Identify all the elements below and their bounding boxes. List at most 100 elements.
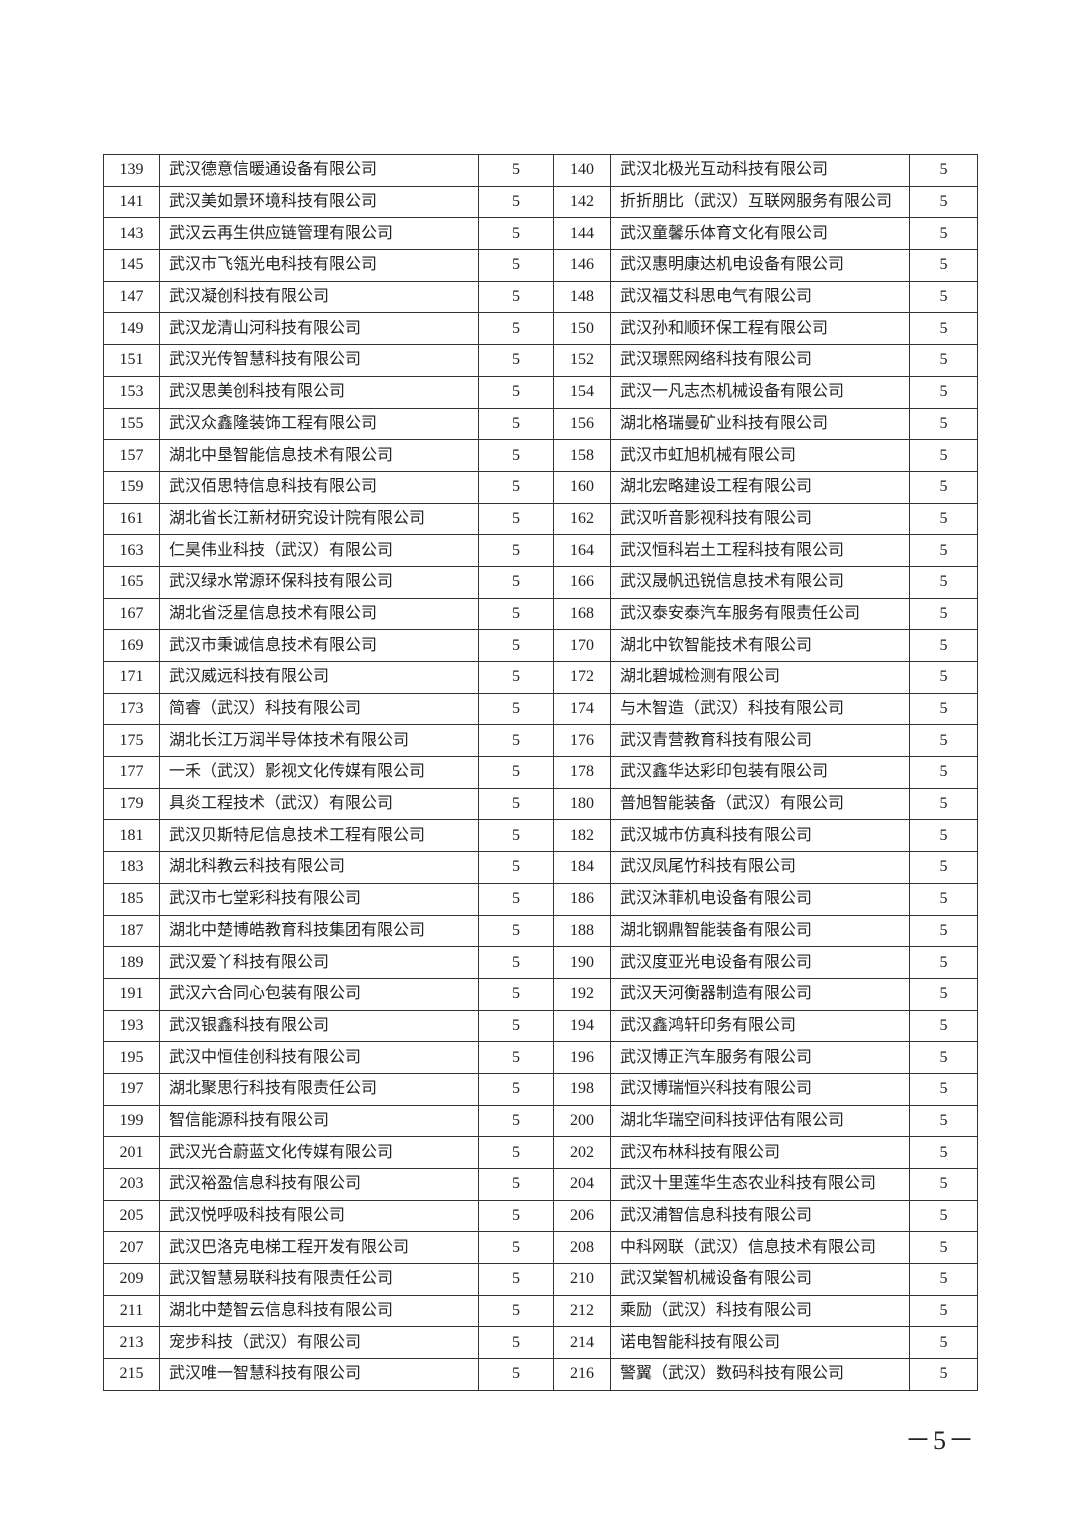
company-name: 武汉佰思特信息科技有限公司 <box>159 470 479 504</box>
table-row: 195 武汉中恒佳创科技有限公司 5 196 武汉博正汽车服务有限公司 5 <box>103 1041 978 1074</box>
score: 5 <box>909 1231 978 1265</box>
score: 5 <box>478 217 554 251</box>
table-row: 203 武汉裕盈信息科技有限公司 5 204 武汉十里莲华生态农业科技有限公司 5 <box>103 1168 978 1201</box>
row-number: 150 <box>553 312 611 346</box>
company-name: 湖北中楚博皓教育科技集团有限公司 <box>159 914 479 948</box>
company-name: 湖北长江万润半导体技术有限公司 <box>159 724 479 758</box>
row-number: 148 <box>553 280 611 314</box>
company-name: 乘励（武汉）科技有限公司 <box>610 1294 910 1328</box>
row-number: 172 <box>553 661 611 694</box>
company-name: 武汉云再生供应链管理有限公司 <box>159 217 479 251</box>
row-number: 206 <box>553 1199 611 1233</box>
company-name: 武汉凤尾竹科技有限公司 <box>610 851 910 884</box>
row-number: 182 <box>553 819 611 853</box>
company-name: 武汉天河衡器制造有限公司 <box>610 977 910 1011</box>
company-name: 一禾（武汉）影视文化传媒有限公司 <box>159 756 479 789</box>
row-number: 173 <box>103 692 160 726</box>
score: 5 <box>909 1199 978 1233</box>
company-name: 湖北宏略建设工程有限公司 <box>610 470 910 504</box>
score: 5 <box>478 1294 554 1328</box>
table-body: 139 武汉德意信暖通设备有限公司 5 140 武汉北极光互动科技有限公司 5 141 武汉美… <box>103 154 978 1391</box>
score: 5 <box>909 629 978 662</box>
company-name: 武汉中恒佳创科技有限公司 <box>159 1041 479 1074</box>
score: 5 <box>909 312 978 346</box>
company-name: 折折朋比（武汉）互联网服务有限公司 <box>610 185 910 219</box>
row-number: 208 <box>553 1231 611 1265</box>
table-row: 199 智信能源科技有限公司 5 200 湖北华瑞空间科技评估有限公司 5 <box>103 1104 978 1138</box>
row-number: 197 <box>103 1072 160 1106</box>
row-number: 167 <box>103 597 160 631</box>
table-row: 161 湖北省长江新材研究设计院有限公司 5 162 武汉听音影视科技有限公司 5 <box>103 502 978 536</box>
score: 5 <box>909 217 978 251</box>
row-number: 184 <box>553 851 611 884</box>
company-name: 武汉巴洛克电梯工程开发有限公司 <box>159 1231 479 1265</box>
company-name: 湖北中钦智能技术有限公司 <box>610 629 910 662</box>
row-number: 200 <box>553 1104 611 1138</box>
page-number: －5－ <box>905 1426 977 1455</box>
company-score-table: 139 武汉德意信暖通设备有限公司 5 140 武汉北极光互动科技有限公司 5 141 武汉美… <box>103 154 978 1391</box>
table-row: 159 武汉佰思特信息科技有限公司 5 160 湖北宏略建设工程有限公司 5 <box>103 470 978 504</box>
score: 5 <box>478 1263 554 1296</box>
score: 5 <box>478 280 554 314</box>
score: 5 <box>909 851 978 884</box>
score: 5 <box>478 249 554 282</box>
table-row: 147 武汉凝创科技有限公司 5 148 武汉福艾科思电气有限公司 5 <box>103 280 978 314</box>
company-name: 武汉城市仿真科技有限公司 <box>610 819 910 853</box>
row-number: 158 <box>553 439 611 472</box>
score: 5 <box>909 1072 978 1106</box>
table-row: 173 简睿（武汉）科技有限公司 5 174 与木智造（武汉）科技有限公司 5 <box>103 692 978 726</box>
row-number: 190 <box>553 946 611 979</box>
score: 5 <box>478 629 554 662</box>
row-number: 211 <box>103 1294 160 1328</box>
score: 5 <box>909 344 978 377</box>
company-name: 警翼（武汉）数码科技有限公司 <box>610 1358 910 1391</box>
table-row: 191 武汉六合同心包装有限公司 5 192 武汉天河衡器制造有限公司 5 <box>103 977 978 1011</box>
company-name: 武汉银鑫科技有限公司 <box>159 1009 479 1043</box>
score: 5 <box>909 724 978 758</box>
company-name: 武汉青营教育科技有限公司 <box>610 724 910 758</box>
row-number: 163 <box>103 534 160 567</box>
score: 5 <box>909 756 978 789</box>
row-number: 153 <box>103 375 160 409</box>
table-row: 163 仁昊伟业科技（武汉）有限公司 5 164 武汉恒科岩土工程科技有限公司 5 <box>103 534 978 567</box>
row-number: 164 <box>553 534 611 567</box>
score: 5 <box>478 565 554 599</box>
score: 5 <box>909 1168 978 1201</box>
score: 5 <box>478 756 554 789</box>
row-number: 179 <box>103 787 160 821</box>
company-name: 湖北省泛星信息技术有限公司 <box>159 597 479 631</box>
row-number: 159 <box>103 470 160 504</box>
row-number: 177 <box>103 756 160 789</box>
score: 5 <box>909 1041 978 1074</box>
row-number: 165 <box>103 565 160 599</box>
row-number: 196 <box>553 1041 611 1074</box>
row-number: 161 <box>103 502 160 536</box>
score: 5 <box>478 819 554 853</box>
table-row: 205 武汉悦呼吸科技有限公司 5 206 武汉浦智信息科技有限公司 5 <box>103 1199 978 1233</box>
company-name: 具炎工程技术（武汉）有限公司 <box>159 787 479 821</box>
company-name: 宠步科技（武汉）有限公司 <box>159 1326 479 1360</box>
row-number: 154 <box>553 375 611 409</box>
score: 5 <box>478 470 554 504</box>
company-name: 武汉绿水常源环保科技有限公司 <box>159 565 479 599</box>
score: 5 <box>478 312 554 346</box>
score: 5 <box>909 1263 978 1296</box>
company-name: 武汉璟熙网络科技有限公司 <box>610 344 910 377</box>
row-number: 140 <box>553 154 611 187</box>
table-row: 175 湖北长江万润半导体技术有限公司 5 176 武汉青营教育科技有限公司 5 <box>103 724 978 758</box>
score: 5 <box>909 1136 978 1169</box>
table-row: 169 武汉市秉诚信息技术有限公司 5 170 湖北中钦智能技术有限公司 5 <box>103 629 978 662</box>
row-number: 204 <box>553 1168 611 1201</box>
company-name: 武汉惠明康达机电设备有限公司 <box>610 249 910 282</box>
score: 5 <box>909 787 978 821</box>
row-number: 174 <box>553 692 611 726</box>
company-name: 湖北格瑞曼矿业科技有限公司 <box>610 407 910 441</box>
score: 5 <box>478 154 554 187</box>
row-number: 210 <box>553 1263 611 1296</box>
company-name: 武汉唯一智慧科技有限公司 <box>159 1358 479 1391</box>
table-row: 193 武汉银鑫科技有限公司 5 194 武汉鑫鸿轩印务有限公司 5 <box>103 1009 978 1043</box>
score: 5 <box>909 185 978 219</box>
row-number: 141 <box>103 185 160 219</box>
score: 5 <box>478 1168 554 1201</box>
row-number: 157 <box>103 439 160 472</box>
